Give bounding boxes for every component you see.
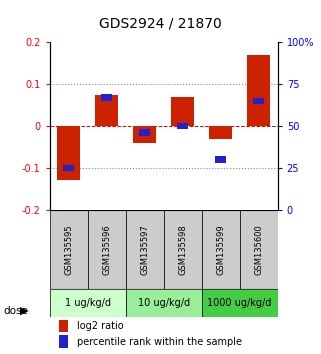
Bar [171, 97, 194, 126]
Bar [57, 126, 80, 181]
Bar [139, 130, 151, 136]
Bar [59, 335, 68, 348]
Text: GDS2924 / 21870: GDS2924 / 21870 [99, 16, 222, 30]
Text: GSM135596: GSM135596 [102, 224, 111, 275]
Text: GSM135597: GSM135597 [140, 224, 149, 275]
Bar [59, 320, 68, 332]
Text: 10 ug/kg/d: 10 ug/kg/d [138, 298, 190, 308]
Bar [177, 123, 188, 130]
Text: GSM135595: GSM135595 [64, 224, 73, 275]
Bar [126, 289, 202, 318]
Bar [50, 210, 88, 289]
Text: 1 ug/kg/d: 1 ug/kg/d [65, 298, 111, 308]
Bar [209, 126, 232, 139]
Bar [164, 210, 202, 289]
Text: log2 ratio: log2 ratio [77, 321, 124, 331]
Text: GSM135598: GSM135598 [178, 224, 187, 275]
Text: ▶: ▶ [20, 306, 28, 316]
Text: GSM135599: GSM135599 [216, 224, 225, 275]
Bar [202, 210, 240, 289]
Bar [95, 95, 118, 126]
Bar [63, 165, 74, 171]
Bar [50, 289, 126, 318]
Bar [240, 210, 278, 289]
Bar [133, 126, 156, 143]
Bar [101, 94, 112, 101]
Text: 1000 ug/kg/d: 1000 ug/kg/d [207, 298, 272, 308]
Text: dose: dose [3, 306, 28, 316]
Bar [88, 210, 126, 289]
Bar [247, 55, 270, 126]
Text: GSM135600: GSM135600 [254, 224, 263, 275]
Bar [253, 98, 265, 104]
Bar [215, 156, 226, 163]
Bar [202, 289, 278, 318]
Bar [126, 210, 164, 289]
Text: percentile rank within the sample: percentile rank within the sample [77, 337, 242, 347]
